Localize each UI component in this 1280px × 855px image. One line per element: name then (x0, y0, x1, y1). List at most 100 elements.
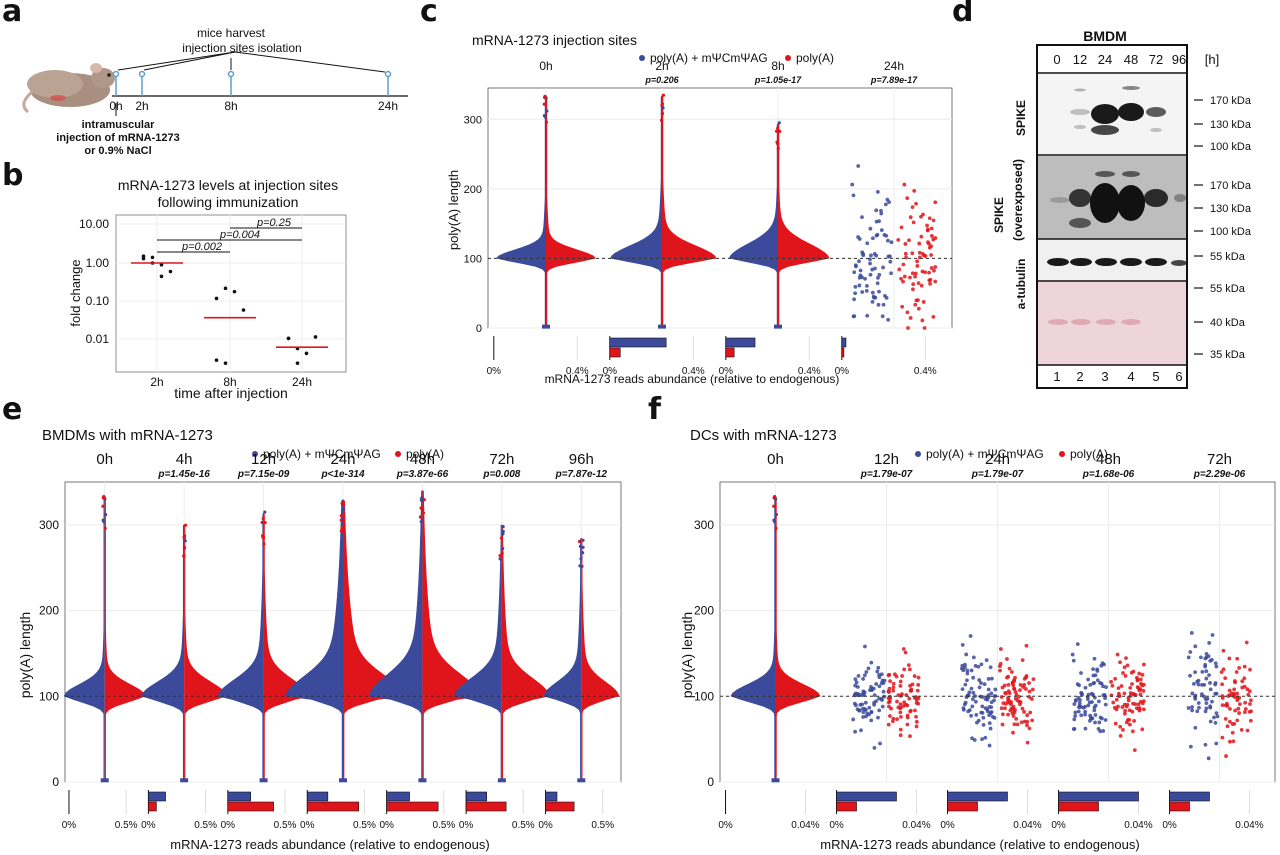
panel-f-point (1237, 711, 1242, 715)
panel-f-timepoint: 48h (1096, 451, 1121, 468)
panel-f-point (1212, 715, 1216, 720)
panel-f-point (1088, 682, 1093, 687)
panel-a-tp-1: 2h (135, 99, 148, 113)
panel-e-ylabel: poly(A) length (17, 612, 33, 698)
panel-c-point (542, 113, 547, 118)
panel-f-point (983, 706, 988, 711)
panel-f-point (1097, 720, 1102, 725)
panel-e-point (263, 510, 267, 514)
panel-f-point (859, 728, 863, 733)
panel-b-chart: mRNA-1273 levels at injection sites foll… (68, 177, 347, 401)
panel-c-point (875, 190, 880, 194)
panel-c-point (888, 259, 893, 264)
panel-f-point (1022, 710, 1026, 714)
panel-b-point (223, 286, 228, 291)
panel-e-point (581, 538, 585, 542)
panel-f-point (1025, 719, 1030, 724)
panel-c-point (913, 271, 918, 276)
panel-c-point (929, 266, 934, 270)
panel-f-abundance-tick: 0% (940, 820, 955, 831)
panel-f-point (886, 690, 891, 694)
panel-c-point (916, 298, 920, 303)
panel-f-point (1141, 699, 1146, 704)
panel-c-point (920, 318, 925, 323)
panel-f-point (1121, 727, 1125, 732)
panel-c-point (542, 95, 547, 100)
panel-f-point (977, 678, 982, 682)
panel-c-abundance-tick: 0.4% (798, 366, 821, 377)
panel-c-point (929, 253, 934, 257)
panel-f-point (1022, 683, 1027, 687)
panel-f-point (1125, 702, 1130, 707)
panel-e-abundance-tick: 0% (379, 820, 394, 831)
panel-f-point (1242, 676, 1247, 681)
panel-f-point (1123, 674, 1128, 678)
panel-f-point (1116, 686, 1121, 691)
panel-f-point (1120, 705, 1125, 709)
panel-c-point (923, 270, 928, 275)
panel-f-point (1234, 670, 1239, 674)
panel-c-point (660, 103, 664, 107)
panel-e-zero-cluster (418, 778, 427, 783)
panel-f-point (774, 526, 778, 530)
panel-f-point (872, 746, 877, 750)
panel-e-abundance-tick: 0.5% (115, 820, 138, 831)
panel-e-ytick: 100 (39, 689, 59, 703)
panel-c-point (929, 234, 934, 238)
panel-f-point (861, 715, 866, 719)
panel-f-abundance-bar-red (836, 801, 857, 812)
panel-f-point (981, 715, 986, 720)
panel-c-point (913, 302, 918, 307)
panel-b-pvalue-1: p=0.004 (219, 229, 260, 241)
panel-f-point (1073, 698, 1078, 703)
panel-f-ylabel: poly(A) length (679, 612, 695, 698)
panel-letter-a: a (2, 0, 23, 29)
panel-c-point (865, 241, 870, 246)
panel-f-abundance-bar-blue (1058, 791, 1139, 802)
panel-f-point (867, 705, 872, 710)
panel-f-point (1086, 703, 1091, 708)
panel-f-point (1118, 660, 1122, 665)
panel-e-ytick: 200 (39, 604, 59, 618)
panel-c-point (871, 294, 876, 299)
panel-f-point (1095, 669, 1100, 673)
panel-f-point (908, 734, 912, 739)
panel-c-point (542, 102, 546, 106)
panel-f-legend-0: poly(A) + mΨCmΨAG (926, 447, 1044, 461)
panel-f-abundance-tick: 0% (1051, 820, 1066, 831)
panel-f-point (898, 702, 903, 707)
panel-f-abundance-tick: 0.04% (1235, 820, 1263, 831)
panel-c-point (903, 251, 908, 256)
panel-e-point (579, 557, 583, 561)
panel-f-point (1092, 681, 1097, 685)
panel-e-abundance-label: mRNA-1273 reads abundance (relative to e… (170, 837, 489, 852)
panel-f-abundance-bar-red (1058, 801, 1099, 812)
panel-f-point (1196, 701, 1201, 705)
panel-c-point (777, 121, 781, 125)
panel-f-point (1140, 672, 1145, 677)
panel-f-timepoint: 12h (874, 451, 899, 468)
panel-f-point (858, 702, 863, 707)
panel-f-point (997, 664, 1002, 669)
panel-d-marker-2-0: 170 kDa (1210, 180, 1252, 192)
panel-d-marker-4-2: 35 kDa (1210, 349, 1246, 361)
panel-e-ytick: 0 (52, 775, 59, 789)
panel-f-point (1123, 708, 1128, 713)
panel-f-point (913, 708, 917, 713)
panel-f-point (1128, 722, 1132, 727)
panel-f-point (1020, 706, 1025, 711)
panel-e-point (261, 517, 265, 521)
panel-e-abundance-tick: 0.5% (274, 820, 297, 831)
panel-f-point (907, 696, 912, 701)
panel-c-timepoint: 24h (884, 59, 904, 73)
panel-f-point (992, 694, 997, 699)
panel-f-point (907, 667, 912, 672)
panel-f-point (1007, 666, 1012, 671)
panel-d-hour-label: 0 (1053, 52, 1060, 67)
panel-f-abundance-tick: 0.04% (1013, 820, 1041, 831)
panel-f-point (1004, 701, 1008, 706)
panel-e-point (101, 518, 105, 522)
panel-c-point (853, 285, 858, 289)
panel-f-point (1099, 681, 1104, 686)
panel-f-point (876, 665, 881, 670)
